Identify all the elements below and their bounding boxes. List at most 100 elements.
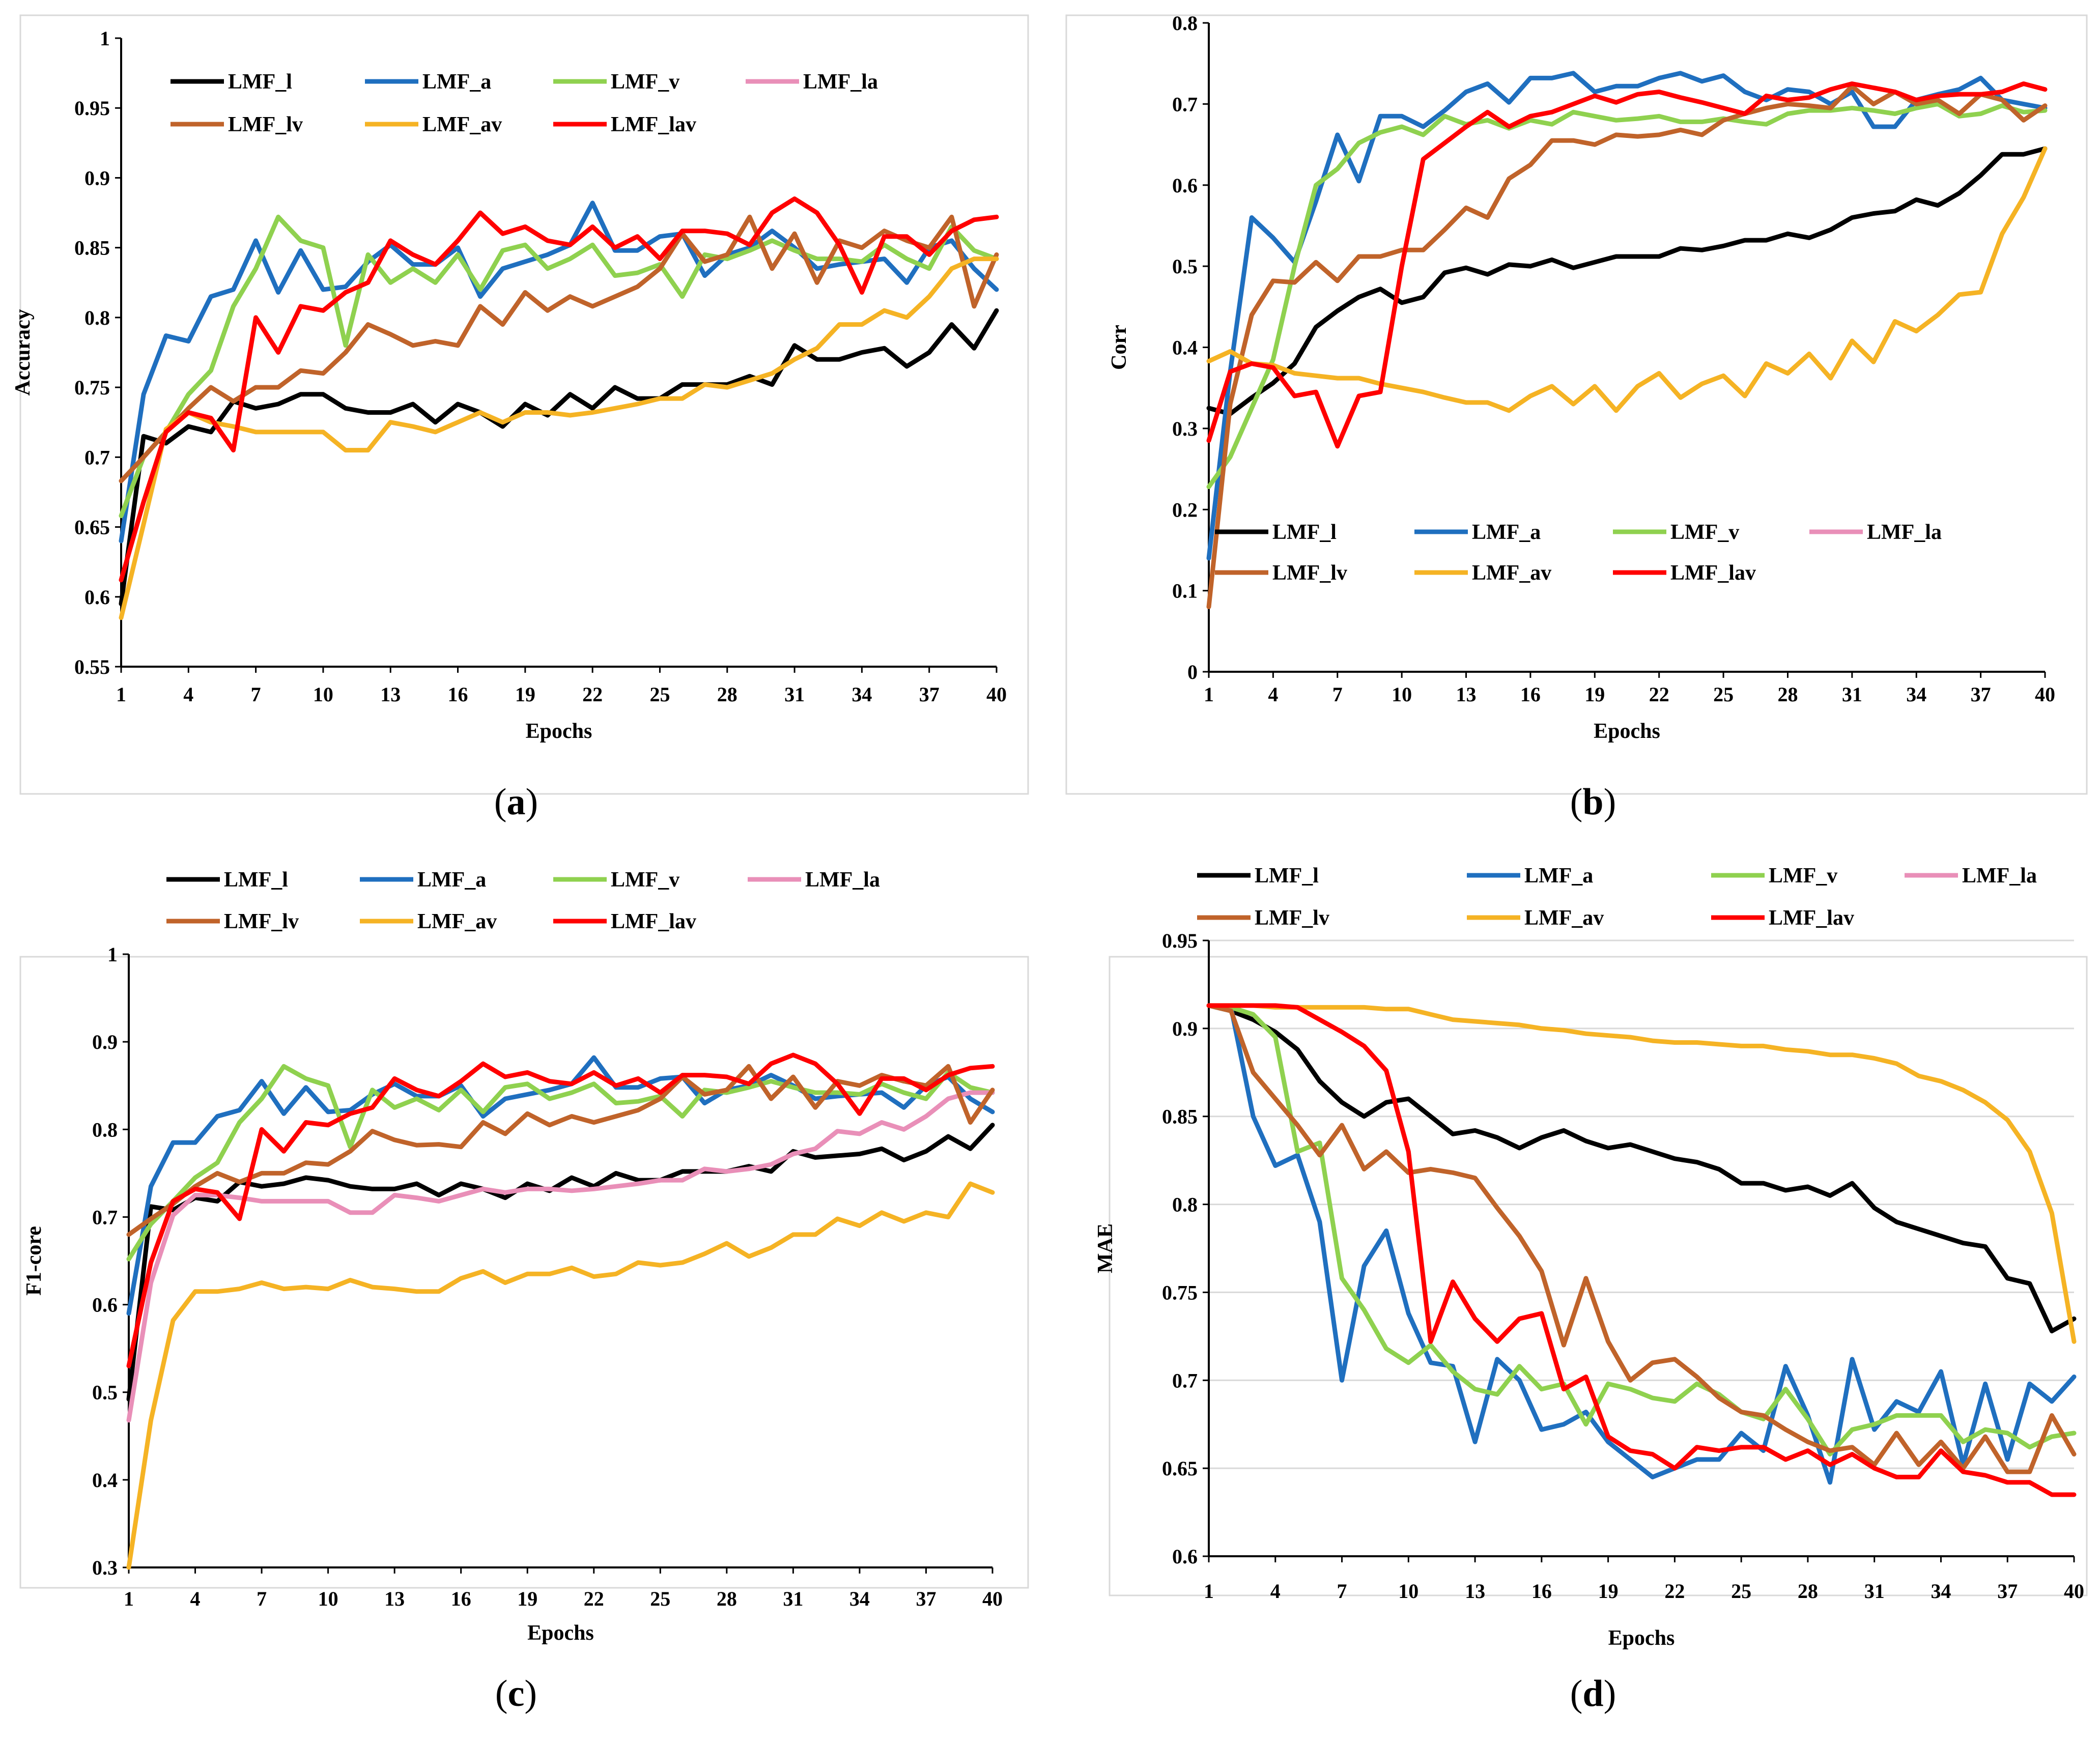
y-tick-label: 0.6 xyxy=(84,586,110,609)
series-line-lmf-lav xyxy=(119,196,999,583)
series-line-lmf-lv xyxy=(119,214,999,483)
y-tick-label: 0.5 xyxy=(92,1381,118,1404)
x-tick-label: 22 xyxy=(584,1587,604,1610)
x-tick-label: 13 xyxy=(384,1587,405,1610)
x-tick-label: 31 xyxy=(784,683,805,706)
x-tick-label: 34 xyxy=(852,683,872,706)
x-tick-label: 4 xyxy=(1268,683,1278,706)
x-tick-label: 19 xyxy=(1584,683,1605,706)
panel-frame xyxy=(19,14,1029,795)
series-line-lmf-v xyxy=(1206,1003,2077,1457)
legend: LMF_l LMF_a LMF_v LMF_la LMF_lv LMF_av LMF_lav xyxy=(1215,521,1942,585)
x-axis-title: Epochs xyxy=(1608,1626,1675,1650)
y-axis-title: MAE xyxy=(1094,1223,1117,1273)
legend-label: LMF_la xyxy=(1962,864,2037,888)
y-tick-label: 0.55 xyxy=(74,655,110,678)
chart-panel-d: 0.6 0.65 0.7 0.75 0.8 0.85 0.9 0.95 1 4 7 10 13 16 19 2… xyxy=(1094,864,2088,1715)
panel-caption: (d) xyxy=(1570,1673,1616,1715)
legend-label: LMF_a xyxy=(422,70,491,94)
series-line-lmf-lav xyxy=(126,1052,995,1368)
legend-label: LMF_lv xyxy=(228,113,303,136)
y-tick-label: 0.5 xyxy=(1172,255,1198,278)
y-tick-label: 0.9 xyxy=(84,166,110,189)
x-axis-title: Epochs xyxy=(1594,720,1660,743)
y-tick-label: 0.65 xyxy=(74,516,110,539)
x-tick-label: 25 xyxy=(649,683,670,706)
x-tick-label: 37 xyxy=(1997,1580,2018,1603)
y-tick-label: 0.3 xyxy=(1172,417,1198,440)
x-tick-label: 7 xyxy=(257,1587,267,1610)
chart-panel-c: 0.3 0.4 0.5 0.6 0.7 0.8 0.9 1 1 4 7 10 13 16 19 22 25 28 3… xyxy=(19,868,1029,1715)
x-tick-label: 40 xyxy=(2064,1580,2084,1603)
x-tick-label: 22 xyxy=(1649,683,1669,706)
x-tick-label: 16 xyxy=(448,683,468,706)
x-tick-label: 4 xyxy=(190,1587,201,1610)
x-tick-label: 28 xyxy=(717,683,737,706)
y-tick-label: 0.1 xyxy=(1172,580,1198,603)
x-tick-label: 4 xyxy=(1270,1580,1281,1603)
legend-label: LMF_lav xyxy=(611,910,696,933)
y-tick-label: 0.85 xyxy=(1162,1105,1198,1128)
series-line-lmf-a xyxy=(119,201,999,544)
panel-frame xyxy=(1065,14,2088,795)
x-tick-label: 13 xyxy=(1456,683,1477,706)
series-line-lmf-l xyxy=(1206,1003,2077,1333)
panel-frame xyxy=(19,956,1029,1589)
x-tick-label: 31 xyxy=(1842,683,1862,706)
legend-label: LMF_v xyxy=(611,868,679,892)
legend-label: LMF_v xyxy=(1670,521,1739,544)
x-tick-label: 37 xyxy=(916,1587,936,1610)
legend-label: LMF_lav xyxy=(1769,906,1854,930)
y-axis-title: Accuracy xyxy=(11,309,35,395)
y-tick-label: 0.85 xyxy=(74,237,110,260)
x-tick-label: 19 xyxy=(1598,1580,1619,1603)
y-tick-label: 0.95 xyxy=(74,97,110,120)
panel-caption: (a) xyxy=(494,781,538,823)
legend-label: LMF_l xyxy=(224,868,288,892)
legend-label: LMF_lav xyxy=(611,113,696,136)
series-line-lmf-lav xyxy=(1206,1003,2077,1497)
x-tick-label: 28 xyxy=(1777,683,1798,706)
y-tick-label: 0.4 xyxy=(92,1469,118,1492)
legend-label: LMF_v xyxy=(1769,864,1837,888)
x-tick-label: 22 xyxy=(1664,1580,1685,1603)
y-tick-label: 0.6 xyxy=(1172,174,1198,197)
x-tick-label: 25 xyxy=(650,1587,670,1610)
y-tick-label: 0.75 xyxy=(1162,1281,1198,1304)
series-line-lmf-v xyxy=(119,214,999,519)
y-tick-label: 0.7 xyxy=(92,1206,118,1229)
x-tick-label: 25 xyxy=(1731,1580,1751,1603)
x-tick-label: 25 xyxy=(1713,683,1734,706)
x-tick-label: 10 xyxy=(318,1587,338,1610)
panel-caption: (c) xyxy=(495,1673,537,1715)
legend-label: LMF_lv xyxy=(1272,561,1347,585)
legend: LMF_l LMF_a LMF_v LMF_la LMF_lv LMF_av LMF_lav xyxy=(166,868,880,933)
y-tick-label: 0.7 xyxy=(84,446,110,469)
series-line-lmf-v xyxy=(1206,101,2048,490)
y-tick-label: 0.6 xyxy=(92,1294,118,1317)
y-tick-label: 0.7 xyxy=(1172,1369,1198,1392)
legend-label: LMF_a xyxy=(417,868,486,892)
legend-label: LMF_av xyxy=(1524,906,1604,930)
x-tick-label: 40 xyxy=(986,683,1007,706)
x-tick-label: 31 xyxy=(1864,1580,1885,1603)
x-tick-label: 1 xyxy=(1204,683,1214,706)
x-tick-label: 28 xyxy=(1798,1580,1818,1603)
x-tick-label: 7 xyxy=(251,683,261,706)
y-tick-label: 0.9 xyxy=(1172,1017,1198,1040)
panel-caption: (b) xyxy=(1570,781,1616,823)
x-axis-title: Epochs xyxy=(526,720,592,743)
x-tick-label: 16 xyxy=(1520,683,1541,706)
y-tick-label: 0.95 xyxy=(1162,929,1198,952)
x-tick-label: 19 xyxy=(517,1587,537,1610)
x-tick-label: 13 xyxy=(380,683,401,706)
x-axis-title: Epochs xyxy=(527,1621,594,1645)
legend-label: LMF_lav xyxy=(1670,561,1756,585)
legend-label: LMF_a xyxy=(1472,521,1541,544)
x-tick-label: 37 xyxy=(919,683,940,706)
series-line-lmf-a xyxy=(1206,1003,2077,1485)
x-tick-label: 34 xyxy=(1906,683,1926,706)
y-tick-label: 0.8 xyxy=(1172,1193,1198,1216)
y-tick-label: 0.8 xyxy=(1172,12,1198,35)
